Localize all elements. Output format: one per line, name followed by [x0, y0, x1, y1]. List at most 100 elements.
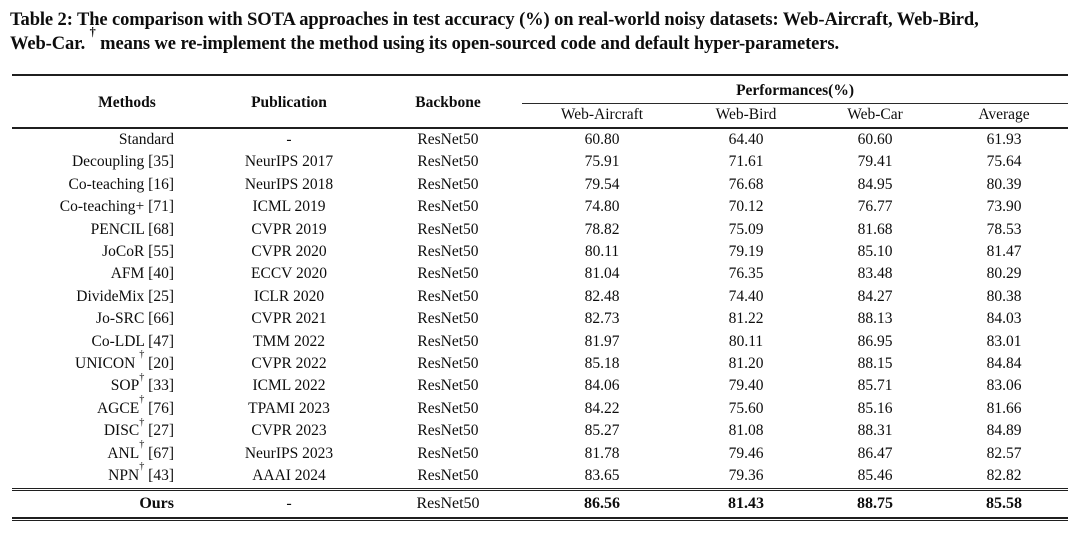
- value-cell: 75.09: [728, 220, 764, 238]
- value-cell: 81.04: [584, 265, 620, 283]
- paper-page: Table 2: The comparison with SOTA approa…: [0, 9, 1080, 521]
- value-cell: 88.31: [857, 422, 893, 440]
- publication-cell: NeurIPS 2018: [244, 175, 334, 193]
- backbone-cell: ResNet50: [417, 310, 479, 328]
- header-row-top: Methods Publication Backbone Performance…: [12, 75, 1069, 129]
- table-bottom-rule: [12, 519, 1068, 521]
- backbone-cell: ResNet50: [417, 243, 479, 261]
- ours-row: Ours - ResNet50 86.56 81.43 88.75 85.58: [12, 487, 1069, 518]
- value-cell: 86.47: [857, 444, 893, 462]
- value-cell: 85.16: [857, 399, 893, 417]
- publication-cell: CVPR 2022: [251, 355, 327, 373]
- method-cell: Decoupling [35]: [71, 153, 174, 171]
- caption-line-1: Table 2: The comparison with SOTA approa…: [10, 10, 979, 30]
- value-cell: 83.06: [986, 377, 1022, 395]
- value-cell: 88.75: [810, 487, 940, 518]
- backbone-cell: ResNet50: [417, 377, 479, 395]
- col-header-methods: Methods: [12, 75, 204, 129]
- table-row: SOP† [33] ICML 2022 ResNet50 84.06 79.40 85.7…: [12, 371, 1068, 397]
- method-cell: JoCoR [55]: [102, 243, 174, 261]
- value-cell: 84.06: [584, 377, 620, 395]
- value-cell: 64.40: [728, 131, 764, 148]
- method-cell: ANL† [67]: [107, 438, 174, 462]
- col-header-web-bird: Web-Bird: [682, 103, 810, 129]
- backbone-cell: ResNet50: [417, 131, 479, 148]
- table-row: Co-teaching [16] NeurIPS 2018 ResNet50 79.5…: [12, 174, 1068, 196]
- publication-cell: CVPR 2020: [251, 243, 327, 261]
- method-cell: AGCE† [76]: [96, 394, 174, 417]
- value-cell: 81.08: [728, 422, 764, 440]
- col-header-backbone: Backbone: [374, 75, 522, 129]
- table-row: DISC† [27] CVPR 2023 ResNet50 85.27 81.08 88.…: [12, 417, 1068, 442]
- value-cell: 81.47: [986, 243, 1022, 261]
- value-cell: 83.65: [584, 467, 620, 485]
- value-cell: 80.11: [728, 332, 764, 350]
- caption-line-2: Web-Car. † means we re-implement the met…: [10, 24, 839, 54]
- method-cell: Jo-SRC [66]: [96, 310, 174, 328]
- value-cell: 84.84: [986, 355, 1022, 373]
- table-row: UNICON † [20] CVPR 2022 ResNet50 85.18 81.20…: [12, 349, 1068, 375]
- value-cell: 79.41: [857, 153, 893, 171]
- table-row: Decoupling [35] NeurIPS 2017 ResNet50 75.91…: [12, 151, 1068, 173]
- col-header-web-car: Web-Car: [810, 103, 940, 129]
- backbone-cell: ResNet50: [417, 287, 479, 305]
- col-header-publication: Publication: [204, 75, 374, 129]
- method-cell: PENCIL [68]: [90, 220, 174, 238]
- value-cell: 71.61: [728, 153, 764, 171]
- publication-cell: ICML 2022: [252, 377, 326, 395]
- value-cell: 76.68: [728, 175, 764, 193]
- table-header: Methods Publication Backbone Performance…: [12, 75, 1069, 129]
- table-row: DivideMix [25] ICLR 2020 ResNet50 82.48 74.4…: [12, 286, 1068, 308]
- table-row: ANL† [67] NeurIPS 2023 ResNet50 81.78 79.46 8…: [12, 438, 1068, 465]
- table-footer: Ours - ResNet50 86.56 81.43 88.75 85.58: [12, 487, 1069, 518]
- value-cell: 78.53: [986, 220, 1022, 238]
- publication-cell: ICLR 2020: [253, 287, 325, 305]
- value-cell: 88.15: [857, 355, 893, 373]
- value-cell: 82.73: [584, 310, 620, 328]
- publication-cell: -: [286, 131, 292, 148]
- value-cell: 88.13: [857, 310, 893, 328]
- value-cell: 79.46: [728, 444, 764, 462]
- method-cell: UNICON † [20]: [75, 349, 174, 373]
- method-cell: SOP† [33]: [110, 371, 174, 395]
- publication-cell: AAAI 2024: [252, 467, 326, 485]
- value-cell: 81.22: [728, 310, 764, 328]
- method-cell: DivideMix [25]: [76, 287, 174, 305]
- backbone-cell: ResNet50: [417, 399, 479, 417]
- method-cell: Co-teaching [16]: [68, 175, 174, 193]
- publication-cell: CVPR 2019: [251, 220, 327, 238]
- value-cell: 80.38: [986, 287, 1022, 305]
- value-cell: 82.82: [986, 467, 1022, 485]
- publication-cell: -: [204, 487, 374, 518]
- table-row: AGCE† [76] TPAMI 2023 ResNet50 84.22 75.60 85…: [12, 394, 1068, 420]
- backbone-cell: ResNet50: [417, 467, 479, 485]
- value-cell: 81.68: [857, 220, 893, 238]
- publication-cell: TPAMI 2023: [248, 399, 330, 417]
- value-cell: 85.18: [584, 355, 620, 373]
- value-cell: 74.40: [728, 287, 764, 305]
- table-caption: Table 2: The comparison with SOTA approa…: [10, 9, 1070, 56]
- value-cell: 60.60: [857, 131, 893, 148]
- value-cell: 73.90: [986, 198, 1022, 216]
- value-cell: 80.39: [986, 175, 1022, 193]
- value-cell: 84.03: [986, 310, 1022, 328]
- backbone-cell: ResNet50: [417, 265, 479, 283]
- table-row: Standard - ResNet50 60.80 64.40 60.60 61.93: [12, 128, 1068, 151]
- value-cell: 85.58: [940, 487, 1069, 518]
- table-row: Jo-SRC [66] CVPR 2021 ResNet50 82.73 81.22 88…: [12, 308, 1068, 330]
- value-cell: 82.57: [986, 444, 1022, 462]
- table-row: NPN† [43] AAAI 2024 ResNet50 83.65 79.36 85.4…: [12, 462, 1068, 489]
- backbone-cell: ResNet50: [417, 220, 479, 238]
- table-row: AFM [40] ECCV 2020 ResNet50 81.04 76.35 83.48…: [12, 263, 1068, 285]
- backbone-cell: ResNet50: [417, 153, 479, 171]
- value-cell: 83.48: [857, 265, 893, 283]
- value-cell: 84.89: [986, 422, 1022, 440]
- table-row: Co-teaching+ [71] ICML 2019 ResNet50 74.80 7…: [12, 196, 1068, 218]
- table-row: JoCoR [55] CVPR 2020 ResNet50 80.11 79.19 85.…: [12, 241, 1068, 263]
- value-cell: 70.12: [728, 198, 764, 216]
- publication-cell: NeurIPS 2023: [244, 444, 334, 462]
- value-cell: 81.20: [728, 355, 764, 373]
- publication-cell: CVPR 2021: [251, 310, 327, 328]
- value-cell: 80.29: [986, 265, 1022, 283]
- col-header-average: Average: [940, 103, 1069, 129]
